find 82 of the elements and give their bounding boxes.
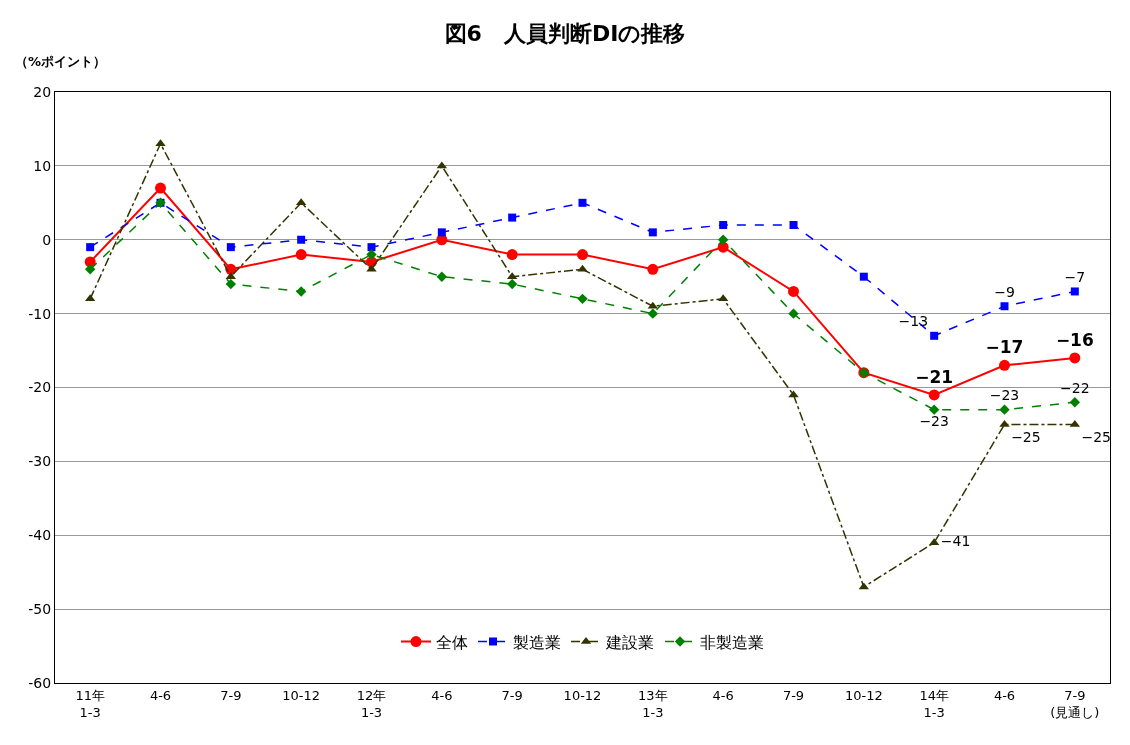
point <box>436 271 448 282</box>
point <box>717 234 729 245</box>
point <box>506 278 518 290</box>
data-label: −7 <box>1064 268 1086 285</box>
point <box>999 359 1010 371</box>
x-tick-label: 7-9 <box>501 687 523 703</box>
data-label: −41 <box>940 533 971 550</box>
x-tick-label: 14年 1-3 <box>919 687 949 720</box>
y-tick-label: -10 <box>28 305 52 322</box>
point <box>577 264 588 272</box>
y-tick-label: 0 <box>42 231 52 248</box>
y-tick-label: -50 <box>28 601 52 618</box>
point <box>437 228 446 237</box>
x-tick-label: 7-9 <box>220 687 242 703</box>
x-tick-label: 4-6 <box>712 687 734 703</box>
point <box>930 331 939 340</box>
point <box>1069 352 1081 364</box>
point <box>1000 302 1009 311</box>
data-label: −16 <box>1055 329 1094 350</box>
legend-label: 建設業 <box>605 632 654 652</box>
x-tick-label: 10-12 <box>844 687 883 703</box>
point <box>788 390 799 398</box>
y-tick-label: -40 <box>28 527 52 544</box>
data-label: −22 <box>1060 379 1090 396</box>
point <box>155 182 166 194</box>
point <box>225 278 237 290</box>
x-tick-label: 13年 1-3 <box>638 687 668 720</box>
legend-label: 製造業 <box>513 632 561 652</box>
point <box>999 404 1010 415</box>
point <box>577 293 588 305</box>
x-tick-label: 7-9 (見通し) <box>1050 687 1100 720</box>
point <box>366 264 377 272</box>
y-axis-title: （%ポイント） <box>15 54 107 69</box>
point <box>1069 397 1081 408</box>
x-tick-label: 12年 1-3 <box>356 687 387 720</box>
x-tick-label: 4-6 <box>993 687 1016 703</box>
point <box>577 249 588 261</box>
point <box>578 198 587 207</box>
point <box>647 308 659 319</box>
point <box>366 249 377 260</box>
point <box>859 272 868 281</box>
x-tick-label: 10-12 <box>563 687 602 703</box>
x-tick-label: 4-6 <box>431 687 453 703</box>
data-label: −23 <box>989 387 1020 404</box>
point <box>999 419 1010 427</box>
point <box>788 285 799 297</box>
point <box>647 263 659 275</box>
y-tick-label: -30 <box>28 453 52 470</box>
y-tick-label: 10 <box>33 157 52 174</box>
data-label: −21 <box>915 366 954 387</box>
point <box>295 249 307 261</box>
point <box>506 249 518 261</box>
data-label: −17 <box>985 337 1024 358</box>
y-tick-label: -60 <box>28 674 52 691</box>
point <box>367 243 376 252</box>
point <box>789 220 798 229</box>
data-label: −9 <box>994 283 1015 300</box>
x-tick-label: 10-12 <box>282 687 321 703</box>
y-tick-label: 20 <box>33 83 52 100</box>
x-tick-label: 4-6 <box>149 687 172 703</box>
point <box>928 404 940 415</box>
data-label: −25 <box>1011 428 1041 445</box>
point <box>788 308 799 319</box>
legend-label: 全体 <box>436 632 468 652</box>
chart-title: 図6 人員判断DIの推移 <box>444 21 686 47</box>
point <box>295 286 307 297</box>
y-tick-label: -20 <box>28 379 52 396</box>
point <box>86 243 95 252</box>
point <box>84 264 96 275</box>
x-tick-label: 7-9 <box>782 687 805 703</box>
x-tick-label: 11年 1-3 <box>75 687 105 720</box>
point <box>719 220 728 229</box>
point <box>1070 287 1079 296</box>
legend-label: 非製造業 <box>700 632 764 652</box>
data-label: −25 <box>1081 428 1111 445</box>
point <box>508 213 517 222</box>
point <box>928 389 940 401</box>
point <box>226 243 235 252</box>
data-label: −13 <box>898 313 929 330</box>
point <box>648 228 657 237</box>
point <box>297 235 306 244</box>
data-label: −23 <box>919 413 949 430</box>
